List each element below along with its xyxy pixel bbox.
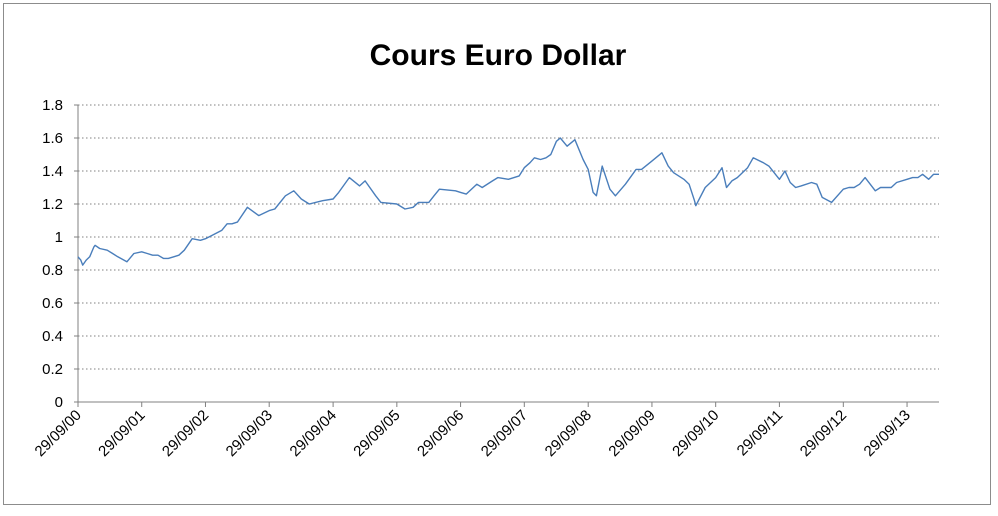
- y-tick-label: 1.8: [42, 97, 63, 114]
- x-tick-label: 29/09/03: [223, 407, 276, 460]
- y-tick-label: 1: [55, 229, 63, 246]
- x-tick-label: 29/09/02: [159, 407, 212, 460]
- x-axis-tick-labels: 29/09/00 29/09/01 29/09/02 29/09/03 29/09/04…: [32, 407, 914, 460]
- series-layer: [77, 137, 939, 266]
- x-tick-label: 29/09/13: [861, 407, 914, 460]
- axes: [74, 104, 939, 407]
- y-tick-label: 1.6: [42, 130, 63, 147]
- line-chart: Cours Euro Dollar 0 0.2 0.4 0.6 0.8 1 1.2 1.4 1.…: [32, 39, 939, 460]
- series-line-0: [77, 137, 939, 266]
- y-tick-label: 0.8: [42, 262, 63, 279]
- chart-title: Cours Euro Dollar: [370, 39, 627, 72]
- gridlines: [78, 104, 939, 370]
- x-tick-label: 29/09/12: [797, 407, 850, 460]
- x-tick-label: 29/09/08: [542, 407, 595, 460]
- y-tick-label: 0.4: [42, 328, 63, 345]
- y-tick-label: 1.4: [42, 163, 63, 180]
- y-tick-label: 0.2: [42, 361, 63, 378]
- x-tick-label: 29/09/00: [32, 407, 85, 460]
- y-axis-tick-labels: 0 0.2 0.4 0.6 0.8 1 1.2 1.4 1.6 1.8: [42, 97, 63, 411]
- y-tick-label: 0: [55, 394, 63, 411]
- x-tick-label: 29/09/09: [605, 407, 658, 460]
- x-tick-label: 29/09/06: [414, 407, 467, 460]
- x-tick-label: 29/09/05: [350, 407, 403, 460]
- x-tick-label: 29/09/11: [734, 407, 787, 460]
- x-tick-label: 29/09/07: [478, 407, 531, 460]
- y-tick-label: 0.6: [42, 295, 63, 312]
- x-tick-label: 29/09/01: [95, 407, 148, 460]
- x-tick-label: 29/09/04: [287, 407, 340, 460]
- x-tick-label: 29/09/10: [669, 407, 722, 460]
- y-tick-label: 1.2: [42, 196, 63, 213]
- chart-frame: Cours Euro Dollar 0 0.2 0.4 0.6 0.8 1 1.2 1.4 1.…: [3, 3, 991, 505]
